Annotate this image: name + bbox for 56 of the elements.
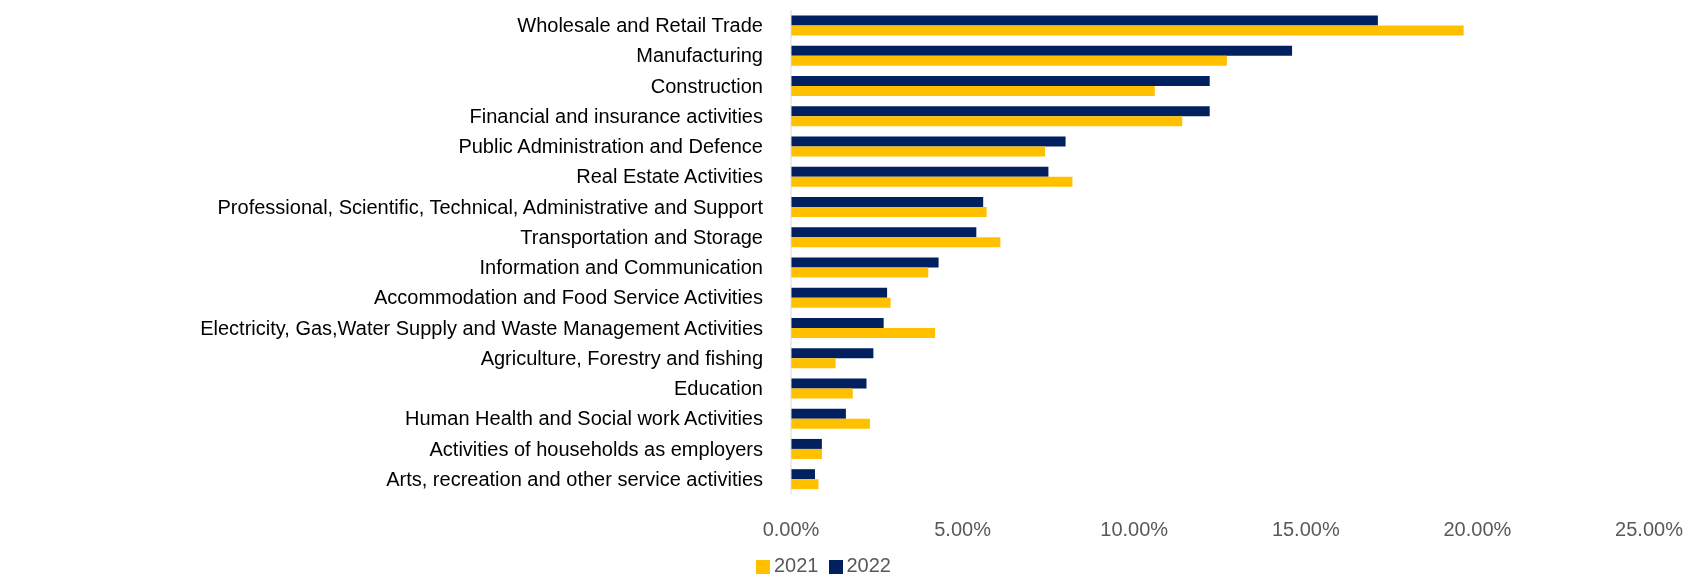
bar <box>791 469 816 480</box>
bar <box>791 45 1293 56</box>
bar <box>791 438 822 449</box>
bar <box>791 75 1210 86</box>
bar <box>791 348 874 359</box>
legend-label: 2021 <box>774 554 819 576</box>
bar <box>791 146 1045 157</box>
y-tick-label: Real Estate Activities <box>576 165 763 188</box>
bar <box>791 418 870 429</box>
y-tick-label: Agriculture, Forestry and fishing <box>480 346 763 369</box>
bar <box>791 116 1183 127</box>
y-tick-label: Construction <box>650 74 763 97</box>
bar <box>791 15 1378 26</box>
bar <box>791 287 888 298</box>
bar <box>791 106 1210 117</box>
bar <box>791 408 846 419</box>
x-tick-label: 25.00% <box>1615 518 1684 541</box>
bar <box>791 85 1155 96</box>
bar <box>791 378 867 389</box>
y-tick-label: Education <box>674 377 763 400</box>
y-tick-label: Activities of households as employers <box>429 437 763 460</box>
y-tick-label: Information and Communication <box>479 256 763 279</box>
bar <box>791 55 1227 66</box>
legend-label: 2022 <box>846 554 891 576</box>
bar <box>791 227 977 238</box>
y-tick-label: Manufacturing <box>636 44 763 67</box>
bar <box>791 257 939 268</box>
bar <box>791 297 891 308</box>
x-tick-label: 5.00% <box>934 518 992 541</box>
bar <box>791 448 822 459</box>
x-tick-label: 10.00% <box>1100 518 1169 541</box>
bar <box>791 317 884 328</box>
y-tick-label: Professional, Scientific, Technical, Administrative and Support <box>217 195 764 218</box>
y-tick-label: Public Administration and Defence <box>458 135 763 158</box>
y-tick-label: Transportation and Storage <box>520 225 763 248</box>
y-tick-label: Wholesale and Retail Trade <box>517 14 763 37</box>
bar <box>791 196 984 207</box>
bar <box>791 358 836 369</box>
bar <box>791 327 936 338</box>
bar <box>791 166 1049 177</box>
bar <box>791 479 819 490</box>
x-tick-label: 15.00% <box>1271 518 1340 541</box>
bar <box>791 237 1001 248</box>
y-tick-label: Human Health and Social work Activities <box>405 407 763 430</box>
x-tick-label: 0.00% <box>762 518 820 541</box>
y-tick-label: Financial and insurance activities <box>469 104 763 127</box>
x-tick-label: 20.00% <box>1443 518 1512 541</box>
y-tick-label: Electricity, Gas,Water Supply and Waste Management Activities <box>200 316 763 339</box>
bar <box>791 388 853 399</box>
bar <box>791 176 1073 187</box>
bar <box>791 267 929 278</box>
bar <box>791 136 1066 147</box>
bar <box>791 206 987 217</box>
y-tick-label: Accommodation and Food Service Activities <box>373 286 763 309</box>
bar <box>791 25 1464 36</box>
y-tick-label: Arts, recreation and other service activities <box>386 467 763 490</box>
